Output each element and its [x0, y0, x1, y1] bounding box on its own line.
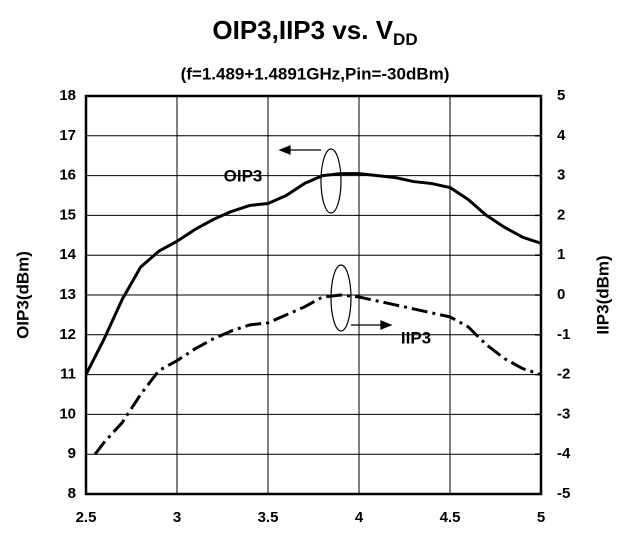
chart-title: OIP3,IIP3 vs. VDD	[212, 15, 417, 50]
title-subscript: DD	[393, 30, 418, 49]
y-tick-label: 10	[59, 405, 76, 422]
y-tick-label: 9	[68, 445, 76, 462]
annotation-ellipse	[330, 264, 352, 332]
annotation-arrowhead	[278, 145, 291, 155]
y-tick-label: 18	[59, 87, 76, 104]
y2-tick-label: 4	[557, 127, 566, 144]
series-line	[93, 293, 542, 456]
x-tick-label: 4.5	[440, 509, 461, 526]
y-tick-label: 11	[60, 366, 76, 383]
y2-tick-label: 0	[557, 286, 565, 303]
y2-tick-label: 1	[557, 246, 565, 263]
title-main: OIP3,IIP3 vs. V	[212, 15, 393, 45]
y2-axis-label: IIP3(dBm)	[593, 255, 612, 334]
y-tick-label: 15	[59, 206, 76, 223]
y2-tick-label: -2	[557, 366, 570, 383]
annotation-shapes	[278, 145, 393, 332]
y2-tick-label: 5	[557, 87, 565, 104]
y2-tick-label: 2	[557, 206, 565, 223]
x-tick-label: 3	[173, 509, 181, 526]
plot-frame	[84, 94, 543, 496]
y2-tick-label: -1	[557, 326, 570, 343]
x-tick-label: 4	[355, 509, 364, 526]
y-tick-label: 12	[59, 326, 76, 343]
y-tick-label: 8	[68, 485, 76, 502]
x-tick-label: 2.5	[76, 509, 97, 526]
subtitle: (f=1.489+1.4891GHz,Pin=-30dBm)	[181, 64, 450, 83]
y-tick-label: 14	[59, 246, 76, 263]
y2-tick-label: 3	[557, 167, 565, 184]
series-line	[84, 172, 542, 376]
annotation-arrowhead	[380, 320, 393, 330]
x-tick-label: 5	[537, 509, 545, 526]
y-tick-label: 16	[59, 167, 76, 184]
y-tick-label: 13	[59, 286, 76, 303]
y2-tick-label: -4	[557, 445, 571, 462]
y-tick-label: 17	[59, 127, 76, 144]
y2-tick-label: -3	[557, 405, 570, 422]
x-tick-label: 3.5	[258, 509, 279, 526]
annotation-label: IIP3	[401, 328, 431, 347]
y2-tick-label: -5	[557, 485, 570, 502]
y-axis-label: OIP3(dBm)	[13, 251, 32, 339]
annotation-ellipse	[320, 148, 342, 214]
